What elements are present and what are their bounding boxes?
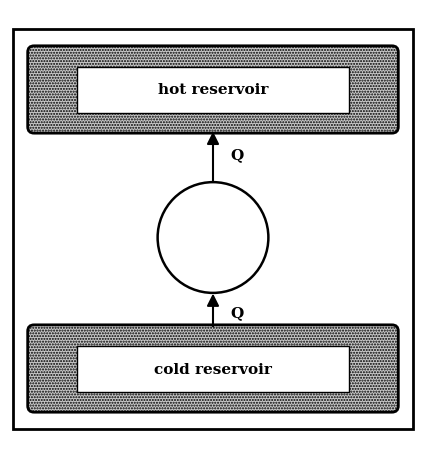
- FancyBboxPatch shape: [28, 325, 398, 412]
- FancyBboxPatch shape: [28, 47, 398, 134]
- Bar: [77, 347, 349, 392]
- Text: hot reservoir: hot reservoir: [158, 83, 268, 97]
- Circle shape: [158, 183, 268, 293]
- Text: Q: Q: [230, 305, 243, 319]
- Bar: [77, 68, 349, 114]
- Text: Q: Q: [230, 148, 243, 162]
- Text: cold reservoir: cold reservoir: [154, 362, 272, 376]
